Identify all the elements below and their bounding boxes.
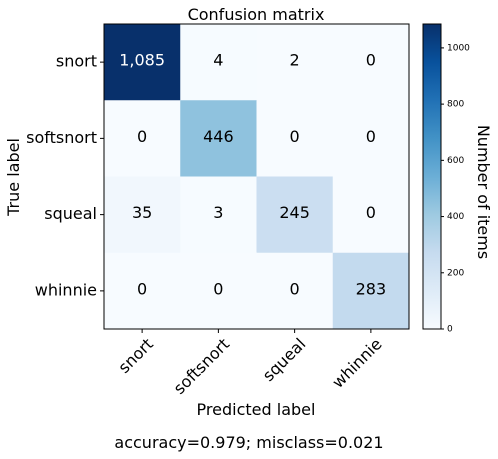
colorbar-ticks: 0 200 400 600 800 1000 [441, 43, 470, 335]
y-axis-ticks: snort softsnort squeal whinnie [26, 52, 104, 299]
chart-title: Confusion matrix [188, 5, 325, 24]
cell-squeal-softsnort [180, 176, 257, 254]
cell-softsnort-squeal [256, 100, 334, 177]
colorbar-tick-label: 800 [447, 100, 464, 110]
y-tick-label: whinnie [35, 280, 97, 299]
cell-snort-squeal [256, 24, 334, 101]
y-tick-label: squeal [44, 204, 97, 223]
cell-value-label: 4 [213, 51, 223, 70]
cell-squeal-whinnie [332, 176, 410, 254]
cell-softsnort-snort [104, 100, 181, 177]
cell-squeal-squeal [256, 176, 334, 254]
cell-softsnort-softsnort [180, 100, 257, 177]
cell-softsnort-whinnie [332, 100, 410, 177]
colorbar-tick-label: 1000 [447, 43, 470, 53]
cell-value-label: 2 [290, 51, 300, 70]
cell-value-label: 283 [356, 279, 387, 298]
cell-whinnie-softsnort [180, 252, 257, 330]
cell-whinnie-whinnie [332, 252, 410, 330]
cell-snort-snort [104, 24, 181, 101]
cell-value-label: 1,085 [119, 51, 165, 70]
colorbar-tick-label: 200 [447, 268, 464, 278]
cell-value-label: 0 [366, 203, 376, 222]
cell-value-label: 0 [213, 279, 223, 298]
heatmap-cells [104, 24, 410, 330]
cell-snort-whinnie [332, 24, 410, 101]
x-axis-label: Predicted label [197, 400, 316, 419]
cell-value-label: 3 [213, 203, 223, 222]
plot-frame [103, 23, 410, 330]
cell-value-label: 0 [290, 279, 300, 298]
accuracy-footer: accuracy=0.979; misclass=0.021 [114, 433, 384, 452]
cell-value-label: 0 [366, 127, 376, 146]
cell-snort-softsnort [180, 24, 257, 101]
heatmap-cell-labels: 1,085 4 2 0 0 446 0 0 35 3 245 0 0 0 0 283 [119, 51, 386, 299]
cell-squeal-snort [104, 176, 181, 254]
x-tick-label: whinnie [328, 334, 385, 391]
cell-value-label: 0 [137, 127, 147, 146]
colorbar-tick-label: 0 [447, 325, 453, 335]
colorbar-label: Number of items [474, 125, 493, 259]
colorbar-tick-label: 400 [447, 212, 464, 222]
cell-value-label: 0 [290, 127, 300, 146]
x-tick-label: squeal [259, 334, 310, 385]
cell-value-label: 35 [132, 203, 152, 222]
cell-value-label: 245 [279, 203, 310, 222]
x-tick-label: snort [114, 334, 157, 377]
y-axis-label: True label [4, 138, 23, 217]
x-tick-label: softsnort [170, 334, 234, 398]
cell-value-label: 0 [137, 279, 147, 298]
cell-whinnie-squeal [256, 252, 334, 330]
x-axis-ticks: snort softsnort squeal whinnie [114, 329, 386, 398]
colorbar [422, 23, 442, 330]
cell-value-label: 446 [203, 127, 234, 146]
y-tick-label: snort [56, 52, 97, 71]
y-tick-label: softsnort [26, 128, 97, 147]
cell-whinnie-snort [104, 252, 181, 330]
colorbar-tick-label: 600 [447, 156, 464, 166]
cell-value-label: 0 [366, 51, 376, 70]
